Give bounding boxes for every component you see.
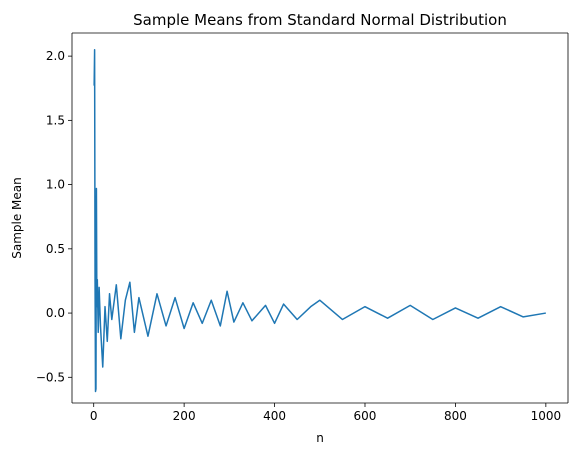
plot-area — [72, 33, 568, 403]
y-tick-label: 0.0 — [46, 306, 65, 320]
chart-title: Sample Means from Standard Normal Distri… — [133, 11, 507, 29]
x-tick-label: 800 — [444, 409, 467, 423]
y-axis: −0.5 0.0 0.5 1.0 1.5 2.0 — [36, 49, 72, 384]
y-tick-label: 2.0 — [46, 49, 65, 63]
series-layer — [93, 48, 546, 393]
y-tick-label: 0.5 — [46, 242, 65, 256]
x-tick-label: 200 — [173, 409, 196, 423]
x-tick-label: 400 — [263, 409, 286, 423]
y-tick-label: −0.5 — [36, 370, 65, 384]
y-axis-label: Sample Mean — [10, 177, 24, 259]
plot-frame — [71, 32, 569, 404]
x-tick-label: 0 — [90, 409, 98, 423]
x-tick-label: 1000 — [531, 409, 562, 423]
y-tick-label: 1.0 — [46, 178, 65, 192]
y-tick-label: 1.5 — [46, 113, 65, 127]
series-line-0 — [93, 48, 546, 393]
x-tick-label: 600 — [354, 409, 377, 423]
x-axis: 0 200 400 600 800 1000 — [90, 403, 561, 423]
x-axis-label: n — [316, 431, 324, 445]
